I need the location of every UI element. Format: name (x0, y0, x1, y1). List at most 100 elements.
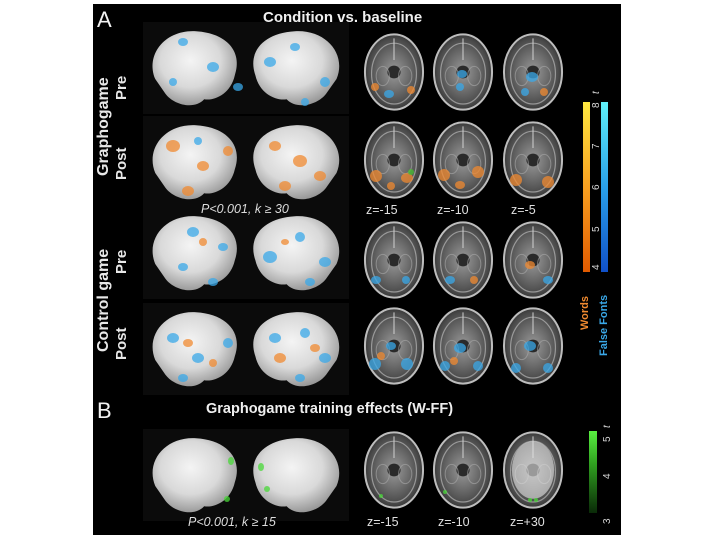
activation-cluster (192, 353, 204, 363)
activation-cluster (379, 494, 383, 498)
activation-cluster (543, 363, 553, 373)
brain-right-lateral (245, 22, 349, 114)
activation-cluster (183, 339, 193, 347)
activation-cluster (470, 276, 478, 284)
panel-b-tick-4: 4 (602, 473, 613, 479)
axial-slice (500, 306, 566, 386)
words-legend-label: Words (579, 295, 591, 330)
axial-slice (430, 430, 496, 510)
activation-cluster (319, 257, 331, 267)
activation-cluster (320, 77, 330, 87)
activation-cluster (305, 278, 315, 286)
activation-cluster (472, 166, 484, 178)
activation-cluster (473, 361, 483, 371)
panel-a-z-label-1: z=-15 (366, 203, 398, 217)
activation-cluster (319, 353, 331, 363)
activation-cluster (178, 374, 188, 382)
brain-surface (152, 438, 237, 513)
panel-a-tick-7: 7 (591, 143, 602, 149)
activation-cluster (528, 498, 532, 502)
panel-b-tick-3: 3 (602, 518, 613, 524)
activation-cluster (370, 170, 382, 182)
activation-cluster (387, 182, 395, 190)
activation-cluster (455, 181, 465, 189)
axial-slice (430, 32, 496, 112)
activation-cluster (440, 361, 450, 371)
brain-surface (152, 125, 237, 200)
group-control-label: Control game (95, 248, 112, 352)
activation-cluster (279, 181, 291, 191)
figure: A Condition vs. baseline Graphogame Pre … (93, 4, 621, 535)
graphogame-post-label: Post (113, 147, 130, 180)
control-post-label: Post (113, 327, 130, 360)
panel-b-title: Graphogame training effects (W-FF) (206, 401, 454, 417)
activation-cluster (310, 344, 320, 352)
axial-slice (361, 220, 427, 300)
activation-cluster (194, 137, 202, 145)
activation-cluster (269, 141, 281, 151)
panel-a-tick-5: 5 (591, 226, 602, 232)
brain-right-lateral (245, 116, 349, 208)
panel-b-letter: B (97, 398, 112, 423)
brain-left-lateral (143, 207, 245, 299)
activation-cluster (199, 238, 207, 246)
brain-right-lateral (245, 207, 349, 299)
brain-surface (152, 216, 237, 291)
brain-right-lateral (245, 303, 349, 395)
activation-cluster (264, 57, 276, 67)
activation-cluster (281, 239, 289, 245)
activation-cluster (269, 333, 281, 343)
activation-cluster (197, 161, 209, 171)
activation-cluster (187, 227, 199, 237)
axial-slice (361, 32, 427, 112)
brain-surface (152, 31, 237, 106)
brain-surface (253, 31, 340, 106)
panel-b-tick-5: 5 (602, 436, 613, 442)
activation-cluster (534, 498, 538, 502)
activation-cluster (223, 338, 233, 348)
activation-cluster (295, 232, 305, 242)
panel-a-unit-t: t (591, 91, 602, 94)
activation-cluster (218, 243, 228, 251)
graphogame-pre-label: Pre (113, 75, 130, 100)
brain-left-lateral (143, 429, 245, 521)
activation-cluster (525, 261, 535, 269)
activation-cluster (300, 328, 310, 338)
activation-cluster (526, 72, 538, 82)
axial-slice (430, 120, 496, 200)
panel-a-threshold: P<0.001, k ≥ 30 (201, 202, 289, 216)
activation-cluster (401, 173, 413, 183)
activation-cluster (540, 88, 548, 96)
activation-cluster (408, 169, 414, 175)
activation-cluster (207, 62, 219, 72)
activation-cluster (454, 343, 466, 353)
panel-b-colorbar (589, 431, 597, 513)
activation-cluster (443, 490, 447, 494)
activation-cluster (457, 70, 467, 78)
false-fonts-colorbar (601, 102, 608, 272)
activation-cluster (224, 496, 230, 502)
panel-a-tick-6: 6 (591, 184, 602, 190)
activation-cluster (445, 276, 455, 284)
axial-slice (430, 306, 496, 386)
activation-cluster (521, 88, 529, 96)
activation-cluster (543, 276, 553, 284)
brain-surface (152, 312, 237, 387)
control-pre-label: Pre (113, 249, 130, 274)
words-colorbar (583, 102, 590, 272)
activation-cluster (208, 278, 218, 286)
activation-cluster (167, 333, 179, 343)
activation-cluster (178, 38, 188, 46)
axial-slice (500, 32, 566, 112)
activation-cluster (223, 146, 233, 156)
activation-cluster (524, 341, 536, 351)
activation-cluster (209, 359, 217, 367)
panel-a-letter: A (97, 7, 112, 32)
brain-surface (253, 312, 340, 387)
activation-cluster (274, 353, 286, 363)
training-colorbar (589, 431, 597, 513)
panel-a-title: Condition vs. baseline (263, 9, 423, 26)
activation-cluster (511, 363, 521, 373)
activation-cluster (377, 352, 385, 360)
activation-cluster (369, 358, 381, 370)
